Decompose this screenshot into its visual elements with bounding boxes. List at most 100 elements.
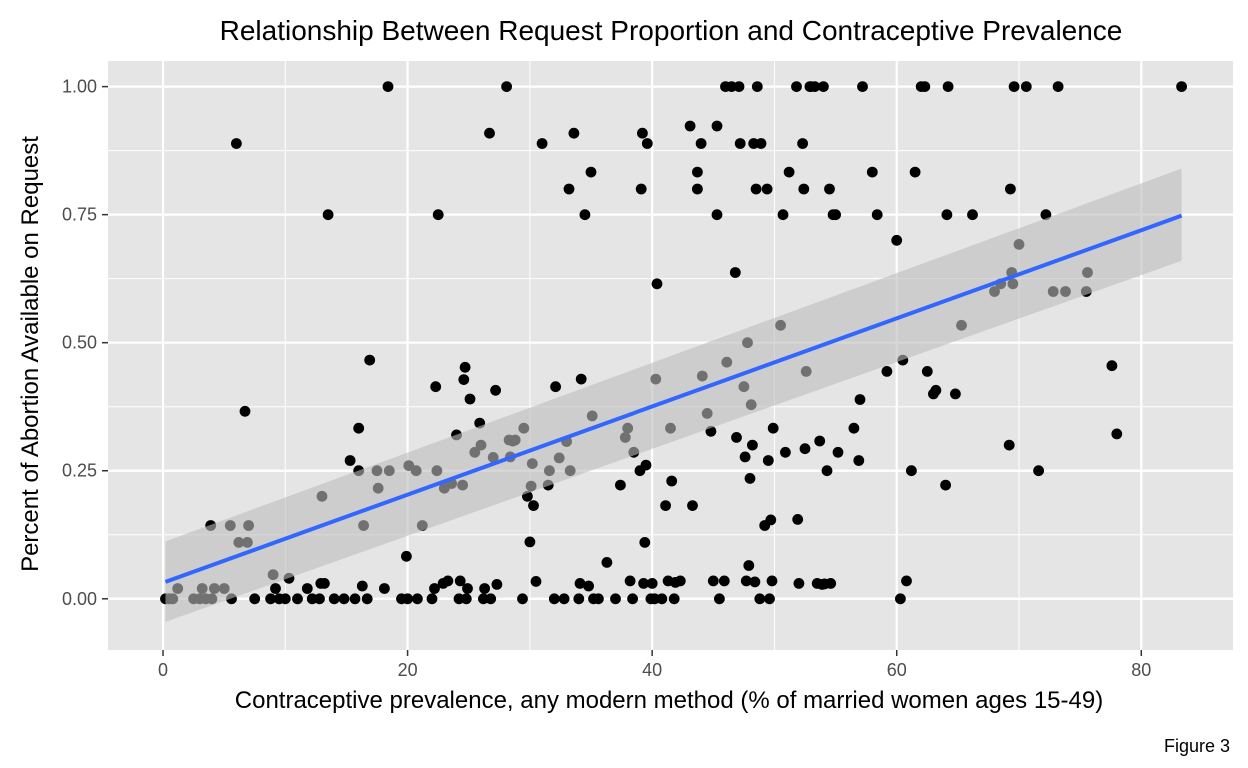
x-tick-label: 40 [642,660,662,680]
data-point [637,127,648,139]
data-point [479,583,490,594]
data-point [1008,81,1020,92]
data-point [1052,81,1064,92]
data-point [583,580,594,592]
y-tick-label: 0.25 [62,461,97,481]
data-point [866,166,878,178]
data-point [485,593,497,605]
data-point [950,388,961,400]
data-point [695,138,707,149]
data-point [921,366,933,377]
data-point [585,166,597,178]
data-point [798,183,810,195]
data-point [895,593,906,605]
data-point [750,183,762,195]
data-point [1020,81,1032,92]
data-point [714,593,725,605]
data-point [382,81,394,92]
data-point [666,475,678,487]
data-point [379,583,390,594]
data-point [832,446,844,458]
data-point [563,183,575,195]
data-point [568,127,580,139]
data-point [747,439,758,451]
data-point [668,593,680,605]
data-point [684,120,696,132]
data-point [711,209,723,221]
data-point [517,593,528,605]
data-point [639,537,651,548]
data-point [624,575,636,587]
data-point [941,209,953,221]
data-point [660,500,671,511]
data-point [432,209,444,221]
data-point [1106,360,1118,372]
data-point [799,443,811,455]
data-point [744,473,756,484]
data-point [1005,183,1016,195]
data-point [593,593,604,605]
data-point [640,459,652,471]
data-point [857,81,868,92]
data-point [651,278,663,290]
x-tick-label: 0 [158,660,168,680]
data-point [490,384,501,396]
data-point [777,209,789,221]
data-point [458,374,470,385]
data-point [641,138,653,149]
data-point [265,593,276,605]
data-point [749,576,761,588]
data-point [430,381,442,393]
x-axis: 0 20 40 60 80 [158,650,1151,680]
data-point [239,405,251,417]
data-point [909,166,921,178]
data-point [530,576,542,587]
data-point [906,465,917,477]
data-point [765,514,777,526]
data-point [761,183,773,195]
data-point [656,593,668,605]
data-point [322,209,334,221]
data-point [231,138,242,149]
data-point [574,578,586,589]
data-point [279,593,291,605]
data-point [550,381,561,393]
data-point [524,536,536,548]
data-point [754,593,766,605]
data-point [830,209,841,221]
data-point [1003,439,1015,451]
data-point [412,593,423,605]
y-axis-title: Percent of Abortion Available on Request [17,136,44,572]
data-point [692,166,703,178]
data-point [734,138,746,149]
x-tick-label: 80 [1131,660,1151,680]
data-point [601,557,613,568]
data-point [353,422,365,434]
data-point [1111,428,1123,440]
data-point [328,593,340,605]
x-tick-label: 20 [398,660,418,680]
data-point [731,432,742,443]
data-point [536,138,548,149]
data-point [484,127,495,139]
trend-line [164,213,1183,584]
data-point [429,583,440,594]
data-point [901,575,912,587]
data-point [919,81,931,92]
data-point [314,593,325,605]
data-point [459,361,471,373]
data-point [364,354,376,366]
data-point [814,435,826,447]
x-tick-label: 60 [887,660,907,680]
data-point [733,81,745,92]
data-point [361,593,373,605]
data-point [501,81,512,92]
data-point [610,593,621,605]
x-axis-title: Contraceptive prevalence, any modern met… [235,687,1103,714]
data-point [635,183,647,195]
data-point [767,422,779,434]
data-point [764,593,775,605]
data-point [674,575,686,587]
data-point [687,500,698,511]
